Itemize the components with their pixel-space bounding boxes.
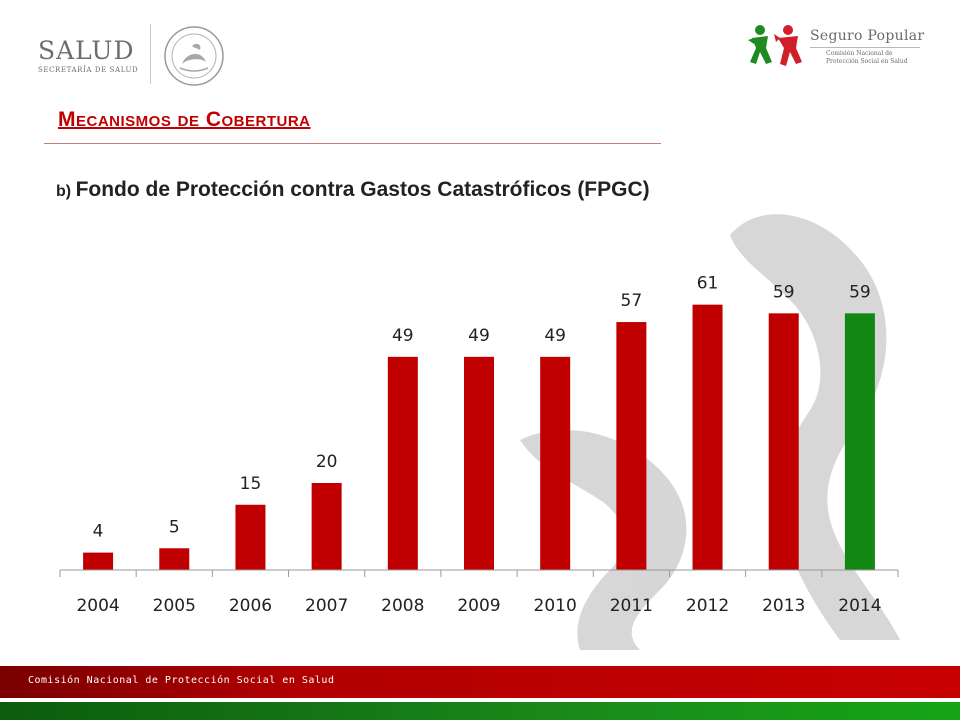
footer-separator	[0, 698, 960, 702]
salud-logo-subtext: SECRETARÍA DE SALUD	[38, 66, 139, 74]
x-tick-label-2010: 2010	[534, 596, 577, 616]
heading-rule	[44, 143, 661, 144]
data-label-2005: 5	[169, 517, 180, 537]
seguro-popular-title: Seguro Popular	[810, 28, 925, 44]
seguro-popular-subtitle-line1: Comisión Nacional de	[826, 50, 893, 57]
bar-2004	[83, 552, 114, 570]
data-label-2007: 20	[316, 452, 338, 472]
data-label-2011: 57	[621, 291, 643, 311]
footer-text: Comisión Nacional de Protección Social e…	[28, 675, 335, 686]
x-tick-label-2011: 2011	[610, 596, 653, 616]
bar-2014	[844, 313, 875, 570]
subtitle-text: Fondo de Protección contra Gastos Catast…	[75, 178, 650, 201]
seguro-popular-logo: Seguro Popular Comisión Nacional de Prot…	[746, 20, 936, 74]
x-tick-label-2005: 2005	[153, 596, 196, 616]
logo-divider	[150, 24, 151, 84]
data-label-2010: 49	[544, 326, 566, 346]
bar-2012	[692, 304, 723, 570]
x-tick-label-2012: 2012	[686, 596, 729, 616]
salud-logo: SALUD SECRETARÍA DE SALUD	[38, 36, 138, 78]
bar-series	[83, 304, 875, 570]
bar-2006	[235, 504, 266, 570]
chart-subtitle: b) Fondo de Protección contra Gastos Cat…	[56, 178, 650, 202]
data-label-2004: 4	[93, 522, 104, 542]
bar-2010	[540, 356, 571, 570]
bar-2013	[768, 313, 799, 570]
x-axis: 2004 2005 2006 2007 2008 2009 2010 2011 2012 2013…	[59, 569, 899, 616]
x-tick-label-2009: 2009	[457, 596, 500, 616]
bar-2007	[311, 483, 342, 570]
mexico-seal-icon	[164, 26, 224, 86]
x-tick-label-2006: 2006	[229, 596, 272, 616]
section-heading: Mecanismos de Cobertura	[58, 108, 311, 131]
data-labels: 4 5 15 20 49 49 49 57 61 59 59	[93, 274, 871, 542]
seguro-popular-subtitle-line2: Protección Social en Salud	[826, 58, 908, 65]
seguro-popular-figures-icon	[748, 25, 802, 66]
footer-green-band	[0, 702, 960, 720]
x-tick-label-2008: 2008	[381, 596, 424, 616]
data-label-2014: 59	[849, 282, 871, 302]
x-tick-label-2004: 2004	[76, 596, 119, 616]
bar-2009	[464, 356, 494, 570]
bar-2008	[387, 356, 418, 570]
data-label-2006: 15	[240, 474, 262, 494]
data-label-2008: 49	[392, 326, 414, 346]
subtitle-prefix: b)	[56, 183, 72, 200]
data-label-2012: 61	[697, 274, 719, 294]
bar-2005	[159, 548, 190, 570]
x-tick-label-2007: 2007	[305, 596, 348, 616]
data-label-2009: 49	[468, 326, 490, 346]
x-tick-label-2013: 2013	[762, 596, 805, 616]
seguro-popular-divider	[810, 47, 920, 48]
footer-bar: Comisión Nacional de Protección Social e…	[0, 666, 960, 698]
data-label-2013: 59	[773, 282, 795, 302]
bar-2011	[616, 322, 647, 570]
x-tick-label-2014: 2014	[838, 596, 881, 616]
salud-logo-text: SALUD	[38, 36, 135, 65]
